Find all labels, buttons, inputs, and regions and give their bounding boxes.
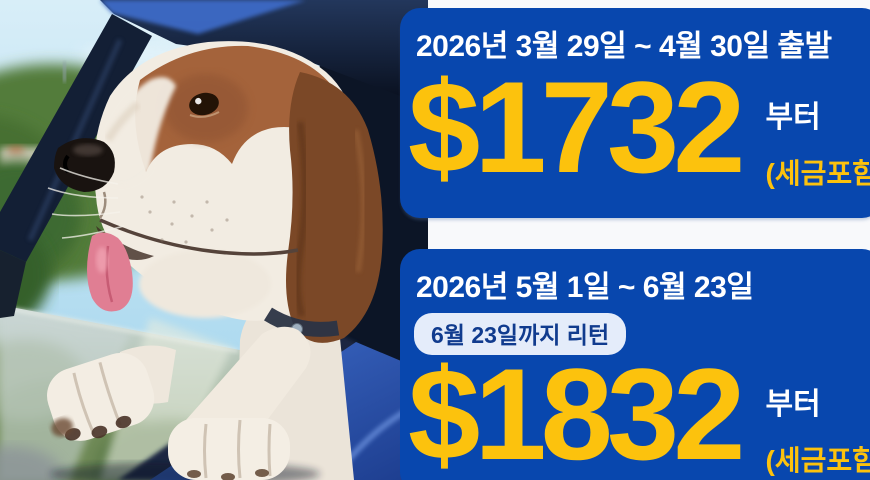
price-row: $1832 부터 (세금포함) (408, 349, 870, 479)
tax-included-label: (세금포함) (765, 158, 870, 189)
dog-in-car-illustration (0, 0, 432, 480)
return-badge: 6월 23일까지 리턴 (414, 313, 627, 355)
from-label: 부터 (765, 388, 821, 421)
offer-card-departure[interactable]: 2026년 3월 29일 ~ 4월 30일 출발 $1732 부터 (세금포함) (400, 8, 870, 218)
offer-date-range: 2026년 5월 1일 ~ 6월 23일 (416, 271, 754, 304)
price-aside: 부터 (세금포함) (766, 349, 870, 479)
offer-date-range: 2026년 3월 29일 ~ 4월 30일 출발 (416, 30, 832, 63)
offer-card-return[interactable]: 2026년 5월 1일 ~ 6월 23일 6월 23일까지 리턴 $1832 부… (400, 249, 870, 480)
offer-price: $1732 (408, 54, 745, 200)
dog-photo (0, 0, 432, 480)
price-aside: 부터 (세금포함) (766, 62, 870, 192)
from-label: 부터 (765, 101, 821, 134)
price-row: $1732 부터 (세금포함) (408, 62, 870, 192)
tax-included-label: (세금포함) (765, 445, 870, 476)
offer-price: $1832 (408, 341, 745, 480)
